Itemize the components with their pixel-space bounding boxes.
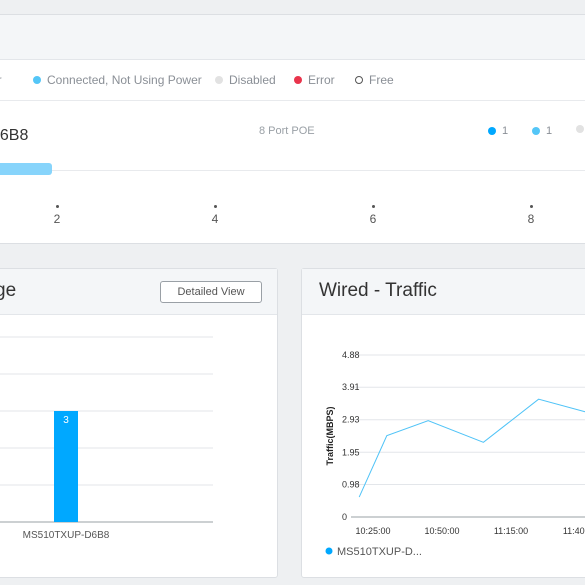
x-tick-label: 10:25:00 [355,526,390,536]
detailed-view-button[interactable]: Detailed View [160,281,262,303]
port-count-value: 1 [502,125,509,137]
traffic-card-title: Wired - Traffic [319,280,437,301]
x-tick-label: 11:40:00 [563,526,585,536]
port-count-connected: 1 [532,125,552,137]
port-axis-tick: 4 [205,205,225,226]
x-tick-label: 11:15:00 [494,526,528,536]
legend-dot-icon [294,76,302,84]
legend-item-error: Error [294,73,335,87]
y-tick-label: 1.95 [342,447,360,457]
port-count-disabled [576,125,585,133]
wired-traffic-card: Wired - Traffic 0 0.98 1.95 2.93 3.91 4.88 10:… [301,268,585,578]
port-axis-tick: 8 [521,205,541,226]
traffic-line-chart: 0 0.98 1.95 2.93 3.91 4.88 10:25:00 10:50:00 11:… [325,350,585,558]
bar-category-label: MS510TXUP-D6B8 [23,530,110,541]
port-count-using-power: 1 [488,125,508,137]
y-tick-label: 2.93 [342,415,360,425]
device-row[interactable]: 06B8 8 Port POE 1 1 [0,101,585,171]
status-dot-icon [488,127,496,135]
legend-label: Connected, Not Using Power [47,73,202,87]
port-usage-bar [0,163,52,175]
legend-dot-icon [33,76,41,84]
status-dot-icon [576,125,584,133]
usage-card-title: ge [0,280,17,301]
y-tick-label: 4.88 [342,350,360,360]
legend-item-using-power: er [0,73,2,87]
port-count-value: 1 [546,125,553,137]
legend-dot-icon [355,76,363,84]
usage-bar-chart: 3 MS510TXUP-D6B8 [0,336,213,541]
traffic-series-line[interactable] [358,398,585,498]
legend-dot-icon [215,76,223,84]
y-tick-label: 3.91 [342,382,360,392]
x-tick-label: 10:50:00 [424,526,459,536]
switch-card-header [0,15,585,60]
port-axis-tick: 2 [47,205,67,226]
status-dot-icon [532,127,540,135]
legend-item-free: Free [355,73,394,87]
legend-label: Disabled [229,73,276,87]
device-type: 8 Port POE [259,125,315,137]
series-legend-label[interactable]: MS510TXUP-D... [337,546,422,558]
legend-item-disabled: Disabled [215,73,276,87]
y-tick-label: 0.98 [342,479,360,489]
switch-status-card: er Connected, Not Using Power Disabled E… [0,14,585,244]
legend-label: Free [369,73,394,87]
port-status-legend: er Connected, Not Using Power Disabled E… [0,60,585,101]
legend-dot-icon [325,547,333,555]
legend-label: Error [308,73,335,87]
device-name[interactable]: 06B8 [0,127,29,144]
y-tick-label: 0 [342,512,347,522]
y-axis-label: Traffic(MBPS) [325,406,335,465]
legend-label: er [0,73,2,87]
port-axis-tick: 6 [363,205,383,226]
bar[interactable] [54,411,78,522]
usage-card: ge Detailed View 3 MS510TXUP-D6B8 [0,268,278,578]
traffic-card-header [302,269,585,315]
bar-data-label: 3 [63,415,69,426]
legend-item-connected-not-using-power: Connected, Not Using Power [33,73,202,87]
